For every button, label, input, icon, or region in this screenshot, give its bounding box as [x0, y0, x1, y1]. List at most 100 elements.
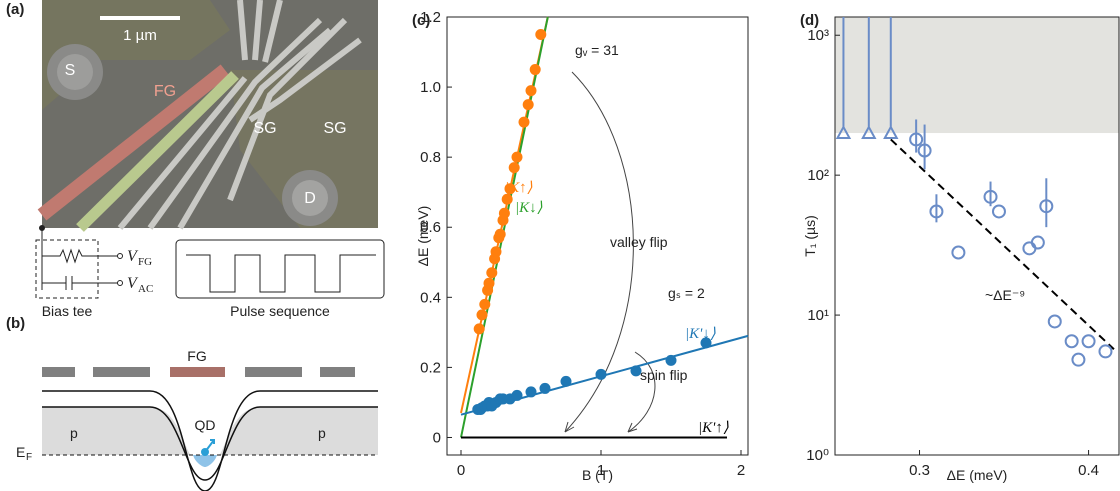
- v-fg-symbol: V: [127, 248, 139, 265]
- data-point: [483, 277, 495, 289]
- data-point: [529, 64, 541, 76]
- data-point: [473, 323, 485, 335]
- fit-line: [460, 16, 549, 438]
- y-tick-label: 0.4: [420, 289, 441, 306]
- bias-tee-circuit: [35, 225, 385, 299]
- data-point: [1064, 334, 1079, 349]
- data-point: [1071, 352, 1086, 367]
- data-point: [479, 298, 491, 310]
- side-gate-label: SG: [323, 120, 346, 137]
- x-axis-label: ΔE (meV): [947, 467, 1008, 483]
- y-tick-label: 0.8: [420, 149, 441, 166]
- plot-frame: [834, 16, 1120, 456]
- data-point: [511, 389, 523, 401]
- data-point: [560, 375, 572, 387]
- fit-line: [890, 138, 1115, 350]
- x-axis-label: B (T): [582, 467, 613, 483]
- y-axis-label: T₁ (µs): [802, 215, 818, 257]
- plot-frame: [446, 16, 749, 456]
- data-point: [595, 368, 607, 380]
- data-point: [1022, 241, 1037, 256]
- band-diagram: [42, 367, 378, 491]
- data-point: [909, 132, 924, 147]
- panel-label: (b): [6, 315, 25, 332]
- data-point: [983, 189, 998, 204]
- data-point: [508, 162, 520, 174]
- fermi-symbol: E: [16, 444, 25, 460]
- v-ac-subscript: AC: [138, 283, 153, 295]
- data-point: [1030, 235, 1045, 250]
- data-point: [1039, 199, 1054, 214]
- data-point: [539, 382, 551, 394]
- gate-label: FG: [154, 83, 176, 100]
- data-point: [535, 29, 547, 41]
- v-fg-subscript: FG: [138, 256, 152, 268]
- bias-tee-label: Bias tee: [42, 303, 93, 319]
- shaded-region: [835, 17, 1119, 134]
- dot-label: QD: [195, 417, 216, 433]
- panel-label: (c): [412, 12, 430, 29]
- y-tick-label: 10¹: [807, 307, 829, 324]
- x-tick-label: 0.4: [1078, 462, 1099, 479]
- data-point: [991, 204, 1006, 219]
- data-point: [498, 207, 510, 219]
- data-point: [630, 365, 642, 377]
- x-tick-label: 0: [457, 462, 465, 479]
- pulse-label: Pulse sequence: [230, 303, 330, 319]
- state-label: |K'↑⟩: [698, 420, 729, 436]
- state-label: |K'↓⟩: [685, 326, 716, 342]
- data-point: [501, 193, 513, 205]
- y-tick-label: 10²: [807, 167, 829, 184]
- y-tick-label: 1.2: [420, 9, 441, 26]
- data-point: [525, 85, 537, 97]
- drain-label: D: [304, 190, 316, 207]
- data-point: [494, 228, 506, 240]
- annotation: spin flip: [640, 367, 688, 383]
- gate-label: FG: [187, 348, 206, 364]
- x-tick-label: 1: [597, 462, 605, 479]
- y-tick-label: 10⁰: [806, 447, 829, 464]
- panel-label: (a): [6, 1, 24, 18]
- x-tick-label: 0.3: [909, 462, 930, 479]
- y-tick-label: 10³: [807, 27, 829, 44]
- side-gate-label: SG: [253, 120, 276, 137]
- y-tick-label: 0.2: [420, 359, 441, 376]
- lower-bound-marker: [883, 17, 899, 140]
- data-point: [504, 183, 516, 195]
- y-tick-label: 0: [433, 429, 441, 446]
- data-point: [665, 354, 677, 366]
- data-point: [700, 337, 712, 349]
- annotation: gₛ = 2: [668, 285, 705, 301]
- state-label: |K↓⟩: [515, 200, 543, 216]
- data-point: [1098, 344, 1113, 359]
- annotation: gᵥ = 31: [575, 42, 619, 58]
- data-point: [951, 245, 966, 260]
- scale-bar-label: 1 µm: [123, 27, 157, 44]
- lower-bound-marker: [835, 17, 852, 140]
- data-point: [476, 309, 488, 321]
- y-tick-label: 0.6: [420, 219, 441, 236]
- annotation: valley flip: [610, 234, 668, 250]
- y-axis-label: ΔE (meV): [415, 206, 431, 267]
- source-label: S: [65, 62, 76, 79]
- y-tick-label: 1.0: [420, 79, 441, 96]
- sem-image: [37, 0, 378, 232]
- region-label: p: [318, 425, 326, 441]
- data-point: [929, 204, 944, 219]
- fermi-subscript: F: [26, 452, 32, 463]
- data-point: [525, 386, 537, 398]
- data-point: [490, 246, 502, 258]
- x-tick-label: 2: [737, 462, 745, 479]
- region-label: p: [70, 425, 78, 441]
- data-point: [518, 116, 530, 128]
- annotation: ~ΔE⁻⁹: [985, 287, 1025, 303]
- data-point: [511, 151, 523, 163]
- data-point: [486, 267, 498, 279]
- lower-bound-marker: [861, 17, 877, 140]
- data-point: [917, 143, 932, 158]
- v-ac-symbol: V: [127, 275, 139, 292]
- transition-arrows: [564, 71, 656, 433]
- data-point: [522, 99, 534, 111]
- data-point: [1081, 334, 1096, 349]
